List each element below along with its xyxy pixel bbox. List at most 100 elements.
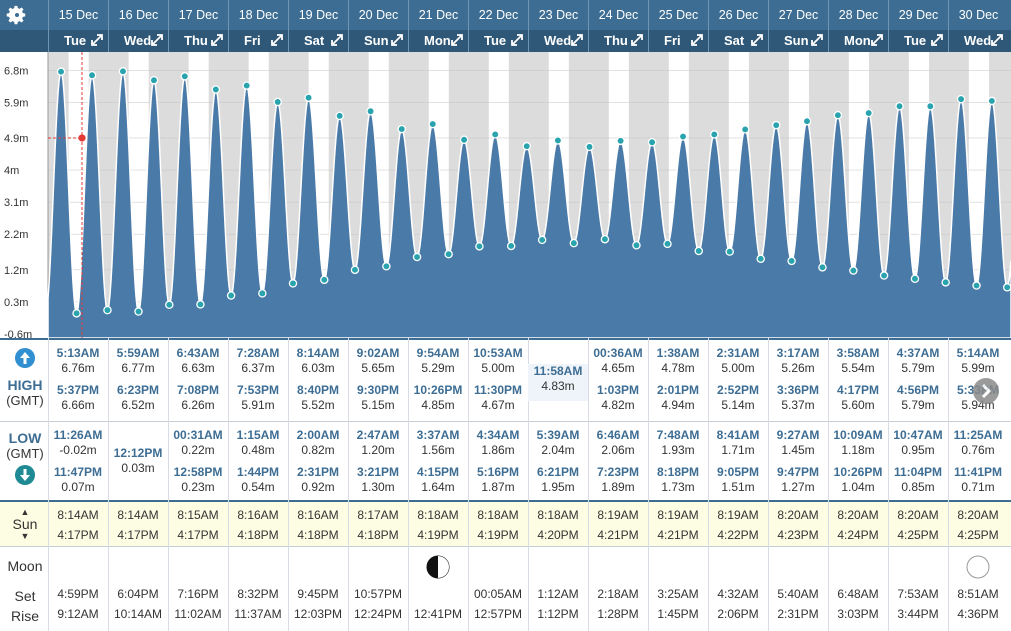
weekday-cell[interactable]: Fri [228, 30, 288, 52]
expand-icon[interactable] [210, 33, 224, 47]
weekday-cell[interactable]: Tue [48, 30, 108, 52]
tide-extreme-point[interactable] [802, 116, 812, 126]
tide-extreme-point[interactable] [941, 278, 950, 287]
tide-extreme-point[interactable] [771, 120, 781, 130]
weekday-cell[interactable]: Sat [288, 30, 348, 52]
tide-extreme-point[interactable] [87, 70, 97, 80]
low-tide-time: 3:21PM [356, 465, 400, 479]
tide-extreme-point[interactable] [118, 67, 128, 76]
tide-extreme-point[interactable] [475, 242, 484, 251]
weekday-cell[interactable]: Sun [348, 30, 408, 52]
tide-extreme-point[interactable] [165, 300, 174, 310]
expand-icon[interactable] [90, 33, 104, 47]
expand-icon[interactable] [690, 33, 704, 47]
tide-extreme-point[interactable] [616, 136, 625, 146]
tide-extreme-point[interactable] [149, 75, 159, 85]
tide-extreme-point[interactable] [710, 130, 719, 139]
tide-extreme-point[interactable] [56, 67, 66, 76]
weekday-cell[interactable]: Fri [648, 30, 708, 52]
tide-extreme-point[interactable] [553, 136, 563, 145]
weekday-cell[interactable]: Mon [828, 30, 888, 52]
weekday-cell[interactable]: Thu [168, 30, 228, 52]
weekday-cell[interactable]: Wed [528, 30, 588, 52]
tide-extreme-point[interactable] [725, 247, 734, 256]
tide-extreme-point[interactable] [506, 241, 516, 251]
weekday-cell[interactable]: Mon [408, 30, 468, 52]
tide-extreme-point[interactable] [366, 106, 375, 116]
weekday-cell[interactable]: Sun [768, 30, 828, 52]
expand-icon[interactable] [450, 33, 464, 47]
weekday-cell[interactable]: Sat [708, 30, 768, 52]
weekday-cell[interactable]: Wed [108, 30, 168, 52]
tide-extreme-point[interactable] [382, 262, 391, 271]
tide-extreme-point[interactable] [833, 110, 843, 120]
tide-extreme-point[interactable] [600, 234, 610, 244]
tide-extreme-point[interactable] [180, 72, 190, 81]
tide-extreme-point[interactable] [1002, 283, 1011, 292]
expand-icon[interactable] [150, 33, 164, 47]
expand-icon[interactable] [330, 33, 344, 47]
tide-extreme-point[interactable] [740, 125, 750, 134]
tide-extreme-point[interactable] [320, 275, 329, 285]
tide-extreme-point[interactable] [288, 279, 298, 288]
tide-extreme-point[interactable] [972, 281, 981, 290]
tide-extreme-point[interactable] [258, 289, 267, 298]
tide-extreme-point[interactable] [490, 130, 500, 139]
expand-icon[interactable] [870, 33, 884, 47]
tide-extreme-point[interactable] [910, 274, 920, 284]
expand-icon[interactable] [390, 33, 404, 47]
weekday-cell[interactable]: Wed [948, 30, 1008, 52]
tide-extreme-point[interactable] [787, 256, 796, 266]
tide-extreme-point[interactable] [211, 85, 221, 94]
tide-extreme-point[interactable] [412, 252, 422, 262]
expand-icon[interactable] [630, 33, 644, 47]
tide-extreme-point[interactable] [678, 132, 688, 141]
tide-extreme-point[interactable] [72, 309, 81, 318]
tide-extreme-point[interactable] [647, 138, 657, 147]
tide-extreme-point[interactable] [663, 239, 672, 249]
weekday-cell[interactable]: Tue [468, 30, 528, 52]
tide-extreme-point[interactable] [818, 263, 827, 272]
tide-extreme-point[interactable] [849, 266, 858, 275]
high-tide-cell: 2:31AM 5.00m 2:52PM 5.14m [708, 346, 768, 413]
tide-extreme-point[interactable] [537, 235, 547, 245]
tide-extreme-point[interactable] [428, 119, 437, 129]
tide-extreme-point[interactable] [350, 265, 360, 275]
tide-extreme-point[interactable] [335, 111, 344, 121]
tide-extreme-point[interactable] [397, 124, 406, 134]
expand-icon[interactable] [810, 33, 824, 47]
tide-extreme-point[interactable] [956, 94, 966, 104]
tide-extreme-point[interactable] [987, 96, 997, 106]
expand-icon[interactable] [990, 33, 1004, 47]
tide-extreme-point[interactable] [134, 307, 143, 316]
tide-extreme-point[interactable] [226, 291, 236, 300]
tide-extreme-point[interactable] [864, 108, 873, 118]
next-page-button[interactable] [973, 378, 999, 404]
expand-icon[interactable] [930, 33, 944, 47]
tide-extreme-point[interactable] [926, 102, 935, 111]
weekday-cell[interactable]: Thu [588, 30, 648, 52]
tide-extreme-point[interactable] [242, 81, 251, 90]
expand-icon[interactable] [570, 33, 584, 47]
tide-extreme-point[interactable] [879, 271, 889, 280]
tide-extreme-point[interactable] [304, 93, 313, 102]
tide-extreme-point[interactable] [522, 141, 532, 151]
tide-extreme-point[interactable] [444, 249, 453, 259]
high-tide-cell: 3:58AM 5.54m 4:17PM 5.60m [828, 346, 888, 413]
tide-extreme-point[interactable] [756, 254, 765, 264]
tide-extreme-point[interactable] [273, 97, 282, 107]
expand-icon[interactable] [510, 33, 524, 47]
tide-extreme-point[interactable] [694, 246, 704, 256]
tide-extreme-point[interactable] [103, 305, 112, 315]
tide-extreme-point[interactable] [196, 300, 205, 309]
tide-extreme-point[interactable] [585, 142, 594, 152]
tide-extreme-point[interactable] [459, 135, 469, 145]
expand-icon[interactable] [270, 33, 284, 47]
tide-extreme-point[interactable] [895, 102, 904, 111]
expand-icon[interactable] [750, 33, 764, 47]
weekday-cell[interactable]: Tue [888, 30, 948, 52]
gear-icon[interactable] [6, 4, 28, 26]
tide-extreme-point[interactable] [632, 241, 641, 250]
tide-extreme-point[interactable] [569, 238, 579, 248]
